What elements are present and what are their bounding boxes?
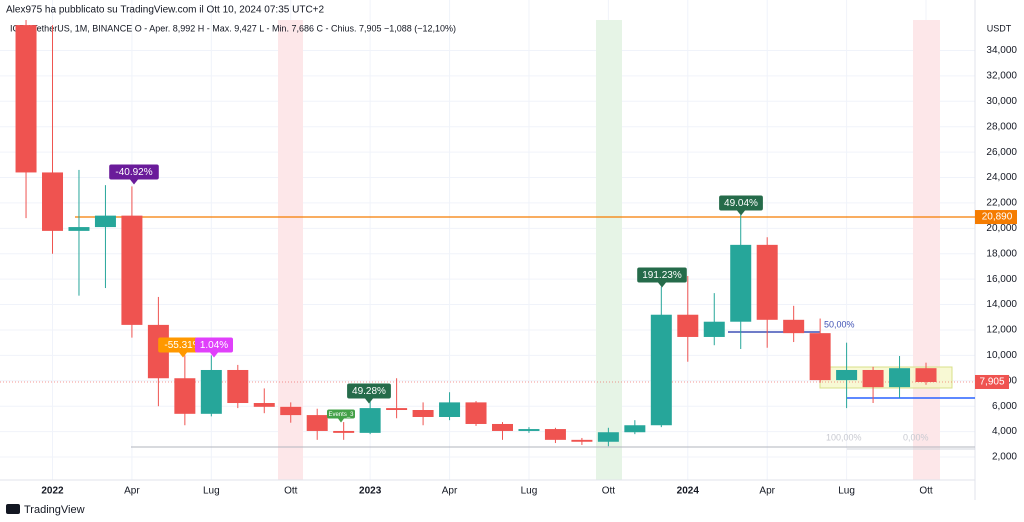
annotation-label: -55.31%: [164, 340, 201, 351]
y-tick-label: 12,000: [986, 325, 1017, 336]
candle-body: [518, 429, 540, 431]
candle-body: [94, 215, 116, 228]
candle-body: [703, 321, 725, 337]
y-tick-label: 26,000: [986, 147, 1017, 158]
annotation-box: [327, 409, 355, 419]
candle-body: [412, 410, 434, 417]
y-tick-label: 22,000: [986, 198, 1017, 209]
y-tick-label: 34,000: [986, 45, 1017, 56]
candle-body: [174, 378, 196, 414]
y-tick-label: 20,000: [986, 223, 1017, 234]
annotation-label: 191.23%: [642, 270, 682, 281]
y-axis-label: USDT: [987, 23, 1012, 33]
x-tick-label: Apr: [759, 486, 775, 497]
annotation-label: 49.28%: [352, 386, 386, 397]
candle-body: [42, 172, 64, 231]
footer: TradingView: [24, 504, 85, 516]
candle-body: [465, 402, 487, 424]
annotation-pointer: [737, 210, 745, 216]
candle-body: [333, 430, 355, 433]
candle-body: [889, 368, 911, 388]
candle-body: [306, 415, 328, 431]
candle-body: [359, 408, 381, 433]
candle-body: [915, 368, 937, 382]
candle-body: [836, 369, 858, 381]
y-tick-label: 30,000: [986, 96, 1017, 107]
fib-label: 0,00%: [903, 432, 929, 442]
candle-body: [730, 244, 752, 322]
y-tick-label: 18,000: [986, 248, 1017, 259]
candle-body: [783, 319, 805, 334]
annotation-pointer: [338, 418, 344, 423]
publisher: Alex975 ha pubblicato su TradingView.com…: [6, 5, 325, 16]
candle-body: [571, 439, 593, 442]
x-tick-label: 2022: [41, 486, 64, 497]
x-tick-label: 2024: [677, 486, 700, 497]
annotation-label: 49.04%: [724, 198, 758, 209]
fib-label: 50,00%: [824, 319, 855, 329]
y-tick-label: 16,000: [986, 274, 1017, 285]
candle-body: [439, 402, 461, 417]
session-band: [913, 20, 940, 480]
y-tick-label: 2,000: [992, 452, 1017, 463]
annotation-box: [719, 195, 763, 211]
x-tick-label: 2023: [359, 486, 382, 497]
candle-body: [650, 314, 672, 426]
price-tag: [975, 374, 1009, 389]
candle-body: [68, 227, 90, 231]
price-tag-label: 7,905: [979, 377, 1004, 388]
candle-body: [677, 314, 699, 337]
annotation-pointer: [179, 352, 187, 358]
x-tick-label: Lug: [838, 486, 855, 497]
candle-body: [624, 425, 646, 433]
y-tick-label: 28,000: [986, 121, 1017, 132]
annotation-pointer: [210, 352, 218, 358]
x-tick-label: Apr: [124, 486, 140, 497]
price-tag-label: 20,890: [982, 212, 1013, 223]
candle-body: [200, 369, 222, 414]
annotation-pointer: [658, 282, 666, 288]
y-tick-label: 32,000: [986, 71, 1017, 82]
x-tick-label: Lug: [203, 486, 220, 497]
candle-body: [15, 25, 37, 173]
y-tick-label: 14,000: [986, 299, 1017, 310]
x-tick-label: Apr: [442, 486, 458, 497]
candle-body: [253, 403, 275, 407]
annotation-box: [195, 337, 233, 353]
annotation-pointer: [130, 179, 138, 185]
x-tick-label: Ott: [602, 486, 616, 497]
candle-body: [491, 423, 513, 431]
candle-body: [280, 406, 302, 416]
annotation-box: [109, 164, 159, 180]
annotation-pointer: [365, 398, 373, 404]
annotation-label: 1.04%: [200, 340, 228, 351]
logo: TradingView: [6, 504, 85, 516]
y-tick-label: 10,000: [986, 350, 1017, 361]
candle-body: [227, 369, 249, 404]
candle-body: [386, 408, 408, 411]
x-tick-label: Ott: [919, 486, 933, 497]
candle-body: [756, 244, 778, 320]
legend: ICP / TetherUS, 1M, BINANCE O - Aper. 8,…: [10, 23, 456, 33]
annotation-box: [347, 383, 391, 399]
candle-body: [597, 432, 619, 442]
annotation-box: [637, 267, 687, 283]
candle-body: [121, 215, 143, 325]
fib-label: 100,00%: [826, 432, 862, 442]
y-tick-label: 4,000: [992, 426, 1017, 437]
x-tick-label: Ott: [284, 486, 298, 497]
candle-body: [862, 369, 884, 388]
candle-body: [809, 333, 831, 381]
candle-body: [544, 429, 566, 440]
session-band: [596, 20, 622, 480]
x-tick-label: Lug: [521, 486, 538, 497]
y-tick-label: 6,000: [992, 401, 1017, 412]
y-tick-label: 24,000: [986, 172, 1017, 183]
annotation-label: -40.92%: [115, 167, 152, 178]
annotation-label: Events_3: [328, 412, 354, 418]
price-tag: [975, 210, 1017, 225]
